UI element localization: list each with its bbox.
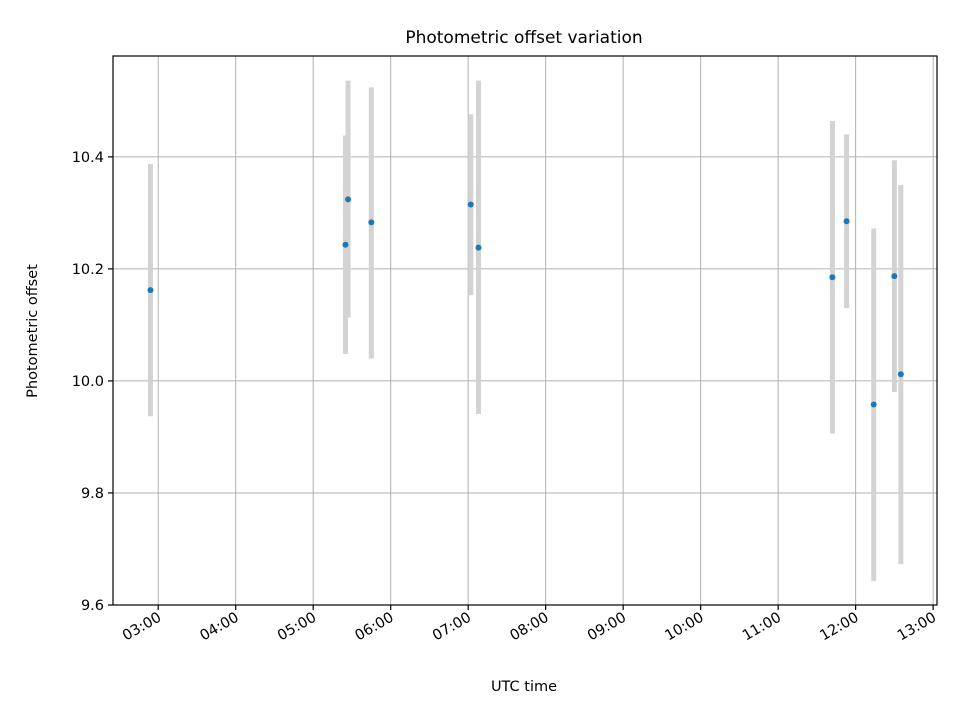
y-tick-label: 10.2 xyxy=(72,262,104,278)
data-point xyxy=(342,241,349,248)
data-point xyxy=(467,201,474,208)
x-tick-label: 12:00 xyxy=(817,610,861,645)
data-point xyxy=(475,244,482,251)
y-tick-label: 10.0 xyxy=(72,374,104,390)
data-point xyxy=(870,401,877,408)
x-tick-label: 10:00 xyxy=(662,610,706,645)
plot-frame xyxy=(112,55,938,606)
y-tick-label: 9.8 xyxy=(81,486,104,502)
data-point xyxy=(829,274,836,281)
x-tick-label: 07:00 xyxy=(430,610,474,645)
data-point xyxy=(368,219,375,226)
data-point xyxy=(843,218,850,225)
x-tick-label: 06:00 xyxy=(352,610,396,645)
x-axis-label: UTC time xyxy=(491,679,557,695)
x-tick-label: 05:00 xyxy=(275,610,319,645)
x-tick-label: 09:00 xyxy=(585,610,629,645)
y-tick-label: 9.6 xyxy=(81,598,104,614)
data-point xyxy=(345,196,352,203)
grid-layer xyxy=(113,56,937,606)
data-point xyxy=(897,371,904,378)
y-axis-label: Photometric offset xyxy=(25,264,41,398)
y-tick-label: 10.4 xyxy=(72,150,104,166)
data-point xyxy=(891,273,898,280)
tick-layer: 03:00 04:00 05:00 06:00 07:00 08:00 09:00 10:00… xyxy=(72,150,939,645)
x-tick-label: 08:00 xyxy=(507,610,551,645)
errorbar-layer xyxy=(147,80,904,581)
x-tick-label: 13:00 xyxy=(895,610,939,645)
data-point xyxy=(147,287,154,294)
point-layer xyxy=(147,196,904,408)
chart-title: Photometric offset variation xyxy=(405,28,642,48)
x-tick-label: 04:00 xyxy=(197,610,241,645)
x-tick-label: 03:00 xyxy=(120,610,164,645)
x-tick-label: 11:00 xyxy=(740,610,784,645)
